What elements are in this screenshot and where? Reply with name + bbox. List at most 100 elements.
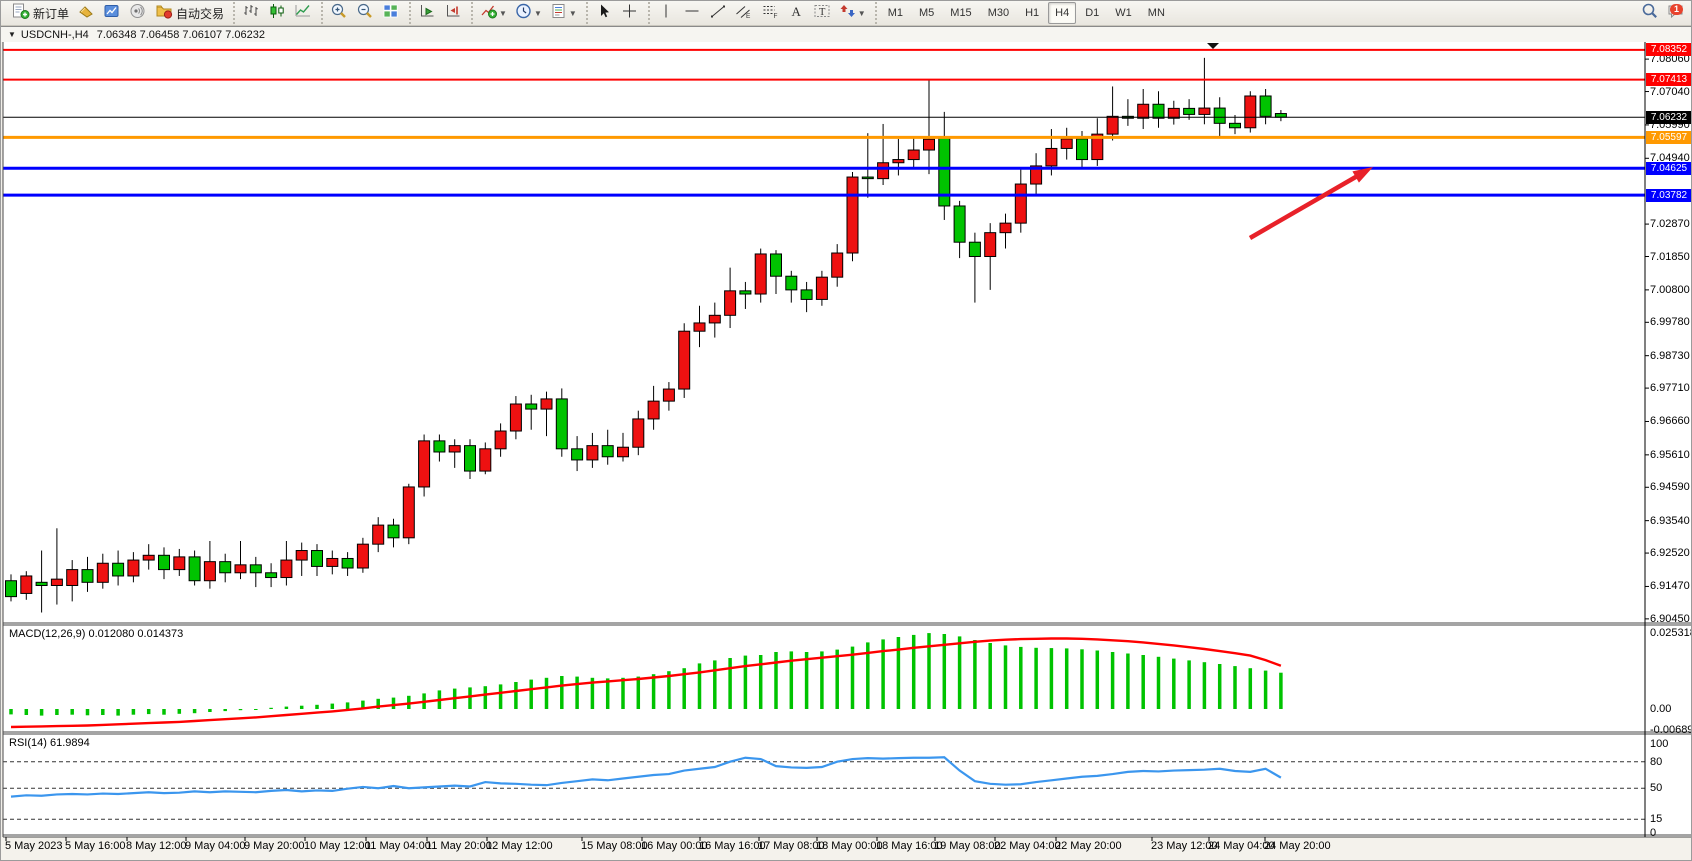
new-order-button[interactable]: 新订单 [9,2,72,24]
toolbar-group-objects: E F A T ▼ [647,2,873,24]
time-axis-label: 5 May 16:00 [65,840,126,852]
auto-scroll-button[interactable] [415,2,439,24]
arrows-button[interactable]: ▼ [836,2,869,24]
chart-box-button[interactable] [74,2,98,24]
indicators-icon [480,3,498,24]
time-axis-label: 8 May 12:00 [126,840,187,852]
toolbar-group-scroll [409,2,469,24]
timeframe-M5-button[interactable]: M5 [912,2,941,24]
button-label: 新订单 [33,6,70,21]
line-chart-icon [294,3,312,24]
zoom-out-button[interactable] [353,2,377,24]
price-tick-label: 6.99780 [1650,316,1690,329]
autotrading-button[interactable]: 自动交易 [152,2,227,24]
rsi-indicator-label: RSI(14) 61.9894 [9,737,90,749]
crosshair-button[interactable] [618,2,642,24]
timeframe-H4-button[interactable]: H4 [1048,2,1077,24]
time-axis-label: 5 May 2023 [5,840,63,852]
new-order-icon [12,3,30,24]
trendline-button[interactable] [706,2,730,24]
time-axis-label: 19 May 08:00 [934,840,1001,852]
bar-chart-icon [242,3,260,24]
tile-windows-button[interactable] [379,2,403,24]
timeframe-M1-button[interactable]: M1 [881,2,910,24]
toolbar-right: 1 [1641,3,1691,24]
time-axis-label: 22 May 20:00 [1055,840,1122,852]
line-chart-button[interactable] [291,2,315,24]
bar-chart-button[interactable] [239,2,263,24]
periods-button[interactable]: ▼ [512,2,545,24]
price-tick-label: 7.00800 [1650,283,1690,296]
macd-indicator-label: MACD(12,26,9) 0.012080 0.014373 [9,628,184,640]
time-axis-label: 11 May 04:00 [365,840,431,852]
macd-axis-label: 0.025318 [1650,627,1692,640]
time-axis-label: 11 May 20:00 [426,840,492,852]
chevron-down-icon[interactable]: ▼ [568,8,577,18]
chart-title-bar[interactable]: ▼ USDCNH-,H4 7.06348 7.06458 7.06107 7.0… [1,26,1691,42]
time-axis-label: 18 May 00:00 [816,840,883,852]
time-axis-label: 15 May 08:00 [581,840,648,852]
toolbar-group-timeframes: M1 M5 M15 M30 H1 H4 D1 W1 MN [874,2,1176,24]
toolbar-group-chart-type [233,2,319,24]
price-tick-label: 6.94590 [1650,481,1690,494]
candlestick-button[interactable] [265,2,289,24]
time-axis-label: 24 May 20:00 [1264,840,1331,852]
chevron-down-icon[interactable]: ▼ [533,8,542,18]
svg-text:F: F [773,13,777,19]
timeframe-MN-button[interactable]: MN [1141,2,1172,24]
timeframe-M15-button[interactable]: M15 [943,2,978,24]
templates-icon [550,3,568,24]
periods-icon [515,3,533,24]
chart-shift-icon [444,3,462,24]
profiles-icon [103,3,121,24]
chevron-down-icon[interactable]: ▼ [499,8,507,18]
timeframe-W1-button[interactable]: W1 [1108,2,1139,24]
text-label-icon: T [813,3,831,24]
fibonacci-icon: F [761,3,779,24]
price-level-badge: 7.05597 [1646,130,1691,144]
chat-icon[interactable]: 1 [1667,3,1685,24]
timeframe-D1-button[interactable]: D1 [1078,2,1106,24]
profiles-button[interactable] [100,2,124,24]
text-label-button[interactable]: T [810,2,834,24]
vline-button[interactable] [654,2,678,24]
macd-axis-label: 0.00 [1650,703,1672,715]
hline-icon [683,3,701,24]
trendline-icon [709,3,727,24]
chart-ohlc-values: 7.06348 7.06458 7.06107 7.06232 [96,28,265,41]
chart-shift-button[interactable] [441,2,465,24]
button-label: H4 [1055,7,1070,19]
timeframe-H1-button[interactable]: H1 [1018,2,1046,24]
time-axis-label: 16 May 16:00 [699,840,766,852]
time-axis-label: 23 May 12:00 [1151,840,1218,852]
rsi-axis-label: 15 [1650,813,1663,826]
button-label: M5 [919,7,935,19]
signals-icon [129,3,147,24]
rsi-axis-label: 80 [1650,755,1663,768]
svg-text:A: A [791,4,801,19]
time-axis-label: 24 May 04:00 [1208,840,1275,852]
button-label: 自动交易 [176,6,225,21]
templates-button[interactable]: ▼ [547,2,580,24]
indicators-button[interactable]: ▼ [477,2,510,24]
time-axis-label: 22 May 04:00 [994,840,1061,852]
chart-menu-icon[interactable]: ▼ [8,30,16,39]
chevron-down-icon[interactable]: ▼ [857,8,866,18]
cursor-button[interactable] [592,2,616,24]
zoom-in-button[interactable] [327,2,351,24]
fibonacci-button[interactable]: F [758,2,782,24]
rsi-axis-label: 0 [1650,826,1657,839]
text-icon: A [787,3,805,24]
search-icon[interactable] [1641,3,1659,24]
hline-button[interactable] [680,2,704,24]
button-label: D1 [1085,7,1100,19]
price-tick-label: 6.98730 [1650,349,1690,362]
time-axis-label: 18 May 16:00 [876,840,943,852]
price-tick-label: 6.96660 [1650,415,1690,428]
time-axis-label: 9 May 20:00 [244,840,305,852]
timeframe-M30-button[interactable]: M30 [981,2,1016,24]
signals-button[interactable] [126,2,150,24]
channel-button[interactable]: E [732,2,756,24]
text-button[interactable]: A [784,2,808,24]
